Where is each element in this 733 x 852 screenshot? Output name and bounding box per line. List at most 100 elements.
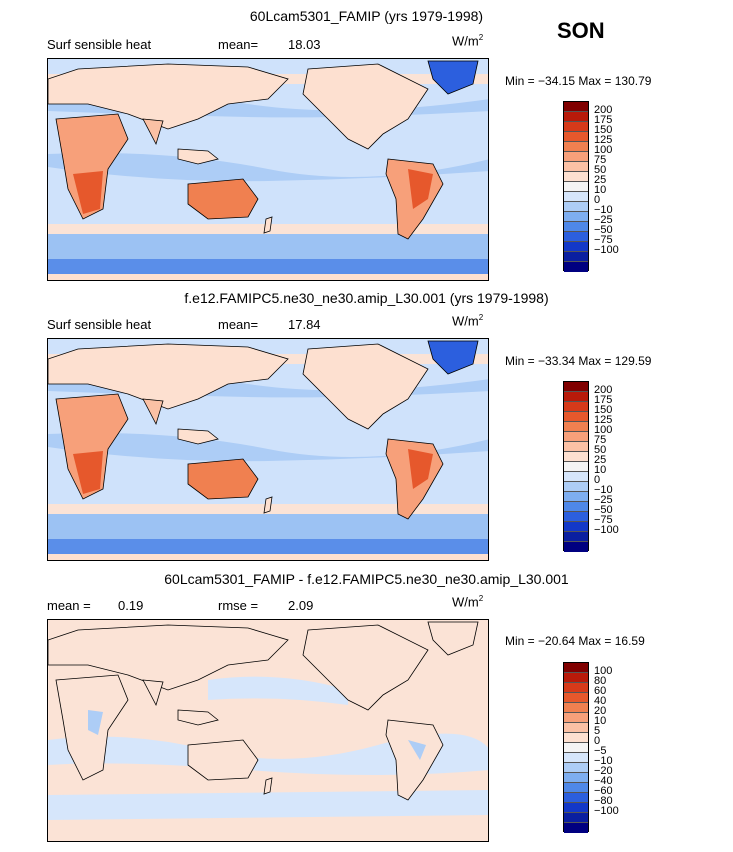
colorbar-swatch [564,212,588,222]
colorbar-swatch [564,803,588,813]
colorbar-tick-label: 10 [594,715,607,727]
colorbar-swatch [564,112,588,122]
colorbar-tick-label: −10 [594,204,613,216]
panel-3-rmse-value: 2.09 [288,598,314,613]
panel-1-variable-label: Surf sensible heat [47,37,152,52]
panel-1-mean-value: 18.03 [288,37,321,52]
colorbar-swatch [564,262,588,272]
panel-3-map [47,619,489,842]
colorbar-tick-label: 150 [594,404,613,416]
panel-1-map [47,58,489,281]
colorbar-swatch [564,182,588,192]
colorbar-tick-label: −100 [594,244,619,256]
colorbar-tick-label: −25 [594,494,613,506]
colorbar-tick-label: −100 [594,524,619,536]
colorbar-tick-label: 25 [594,174,607,186]
panel-2-colorbar [563,381,589,552]
colorbar-swatch [564,683,588,693]
colorbar-tick-label: 50 [594,164,607,176]
colorbar-swatch [564,252,588,262]
panel-3-title: 60Lcam5301_FAMIP - f.e12.FAMIPC5.ne30_ne… [164,571,569,587]
colorbar-swatch [564,462,588,472]
colorbar-swatch [564,482,588,492]
panel-2-map-svg [48,339,488,560]
colorbar-swatch [564,412,588,422]
colorbar-swatch [564,542,588,552]
colorbar-tick-label: 10 [594,184,607,196]
colorbar-tick-label: 0 [594,735,601,747]
colorbar-swatch [564,402,588,412]
panel-2-minmax: Min = −33.34 Max = 129.59 [505,354,652,368]
colorbar-swatch [564,172,588,182]
colorbar-tick-label: −50 [594,224,613,236]
colorbar-swatch [564,693,588,703]
panel-2-mean-label: mean= [218,317,259,332]
colorbar-tick-label: −40 [594,775,613,787]
colorbar-tick-label: −50 [594,504,613,516]
colorbar-swatch [564,703,588,713]
colorbar-swatch [564,502,588,512]
colorbar-swatch [564,492,588,502]
panel-1-units: W/m2 [452,33,484,49]
colorbar-swatch [564,192,588,202]
colorbar-swatch [564,733,588,743]
colorbar-tick-label: 150 [594,124,613,136]
colorbar-tick-label: −20 [594,765,613,777]
colorbar-tick-label: −5 [594,745,607,757]
colorbar-tick-label: −10 [594,484,613,496]
colorbar-swatch [564,753,588,763]
colorbar-swatch [564,522,588,532]
colorbar-tick-label: 125 [594,414,613,426]
colorbar-tick-label: 5 [594,725,601,737]
colorbar-tick-label: 175 [594,114,613,126]
colorbar-swatch [564,793,588,803]
colorbar-swatch [564,432,588,442]
colorbar-swatch [564,392,588,402]
colorbar-swatch [564,152,588,162]
colorbar-tick-label: −75 [594,234,613,246]
colorbar-tick-label: −25 [594,214,613,226]
colorbar-swatch [564,723,588,733]
colorbar-swatch [564,512,588,522]
colorbar-swatch [564,673,588,683]
panel-2-variable-label: Surf sensible heat [47,317,152,332]
colorbar-swatch [564,122,588,132]
colorbar-swatch [564,132,588,142]
colorbar-swatch [564,743,588,753]
colorbar-tick-label: 100 [594,144,613,156]
panel-3-mean-value: 0.19 [118,598,144,613]
panel-2-title: f.e12.FAMIPC5.ne30_ne30.amip_L30.001 (yr… [184,290,549,306]
colorbar-tick-label: 40 [594,695,607,707]
colorbar-tick-label: 200 [594,104,613,116]
colorbar-tick-label: −80 [594,795,613,807]
colorbar-swatch [564,783,588,793]
colorbar-tick-label: 60 [594,685,607,697]
season-label: SON [557,18,605,43]
panel-2-mean-value: 17.84 [288,317,321,332]
colorbar-tick-label: 80 [594,675,607,687]
colorbar-swatch [564,763,588,773]
panel-1-title: 60Lcam5301_FAMIP (yrs 1979-1998) [249,8,484,24]
colorbar-tick-label: 10 [594,464,607,476]
colorbar-swatch [564,532,588,542]
panel-2-units: W/m2 [452,313,484,329]
panel-3-mean-label: mean = [47,598,91,613]
panel-1-minmax: Min = −34.15 Max = 130.79 [505,74,652,88]
colorbar-tick-label: −60 [594,785,613,797]
colorbar-swatch [564,663,588,673]
colorbar-swatch [564,232,588,242]
colorbar-swatch [564,452,588,462]
colorbar-swatch [564,202,588,212]
colorbar-swatch [564,422,588,432]
colorbar-swatch [564,222,588,232]
panel-1-mean-label: mean= [218,37,259,52]
colorbar-tick-label: −10 [594,755,613,767]
panel-3-rmse-label: rmse = [218,598,259,613]
colorbar-swatch [564,142,588,152]
colorbar-tick-label: 0 [594,474,601,486]
colorbar-tick-label: −100 [594,805,619,817]
panel-3-minmax: Min = −20.64 Max = 16.59 [505,634,645,648]
panel-3-colorbar [563,662,589,833]
colorbar-tick-label: 100 [594,665,613,677]
colorbar-swatch [564,442,588,452]
